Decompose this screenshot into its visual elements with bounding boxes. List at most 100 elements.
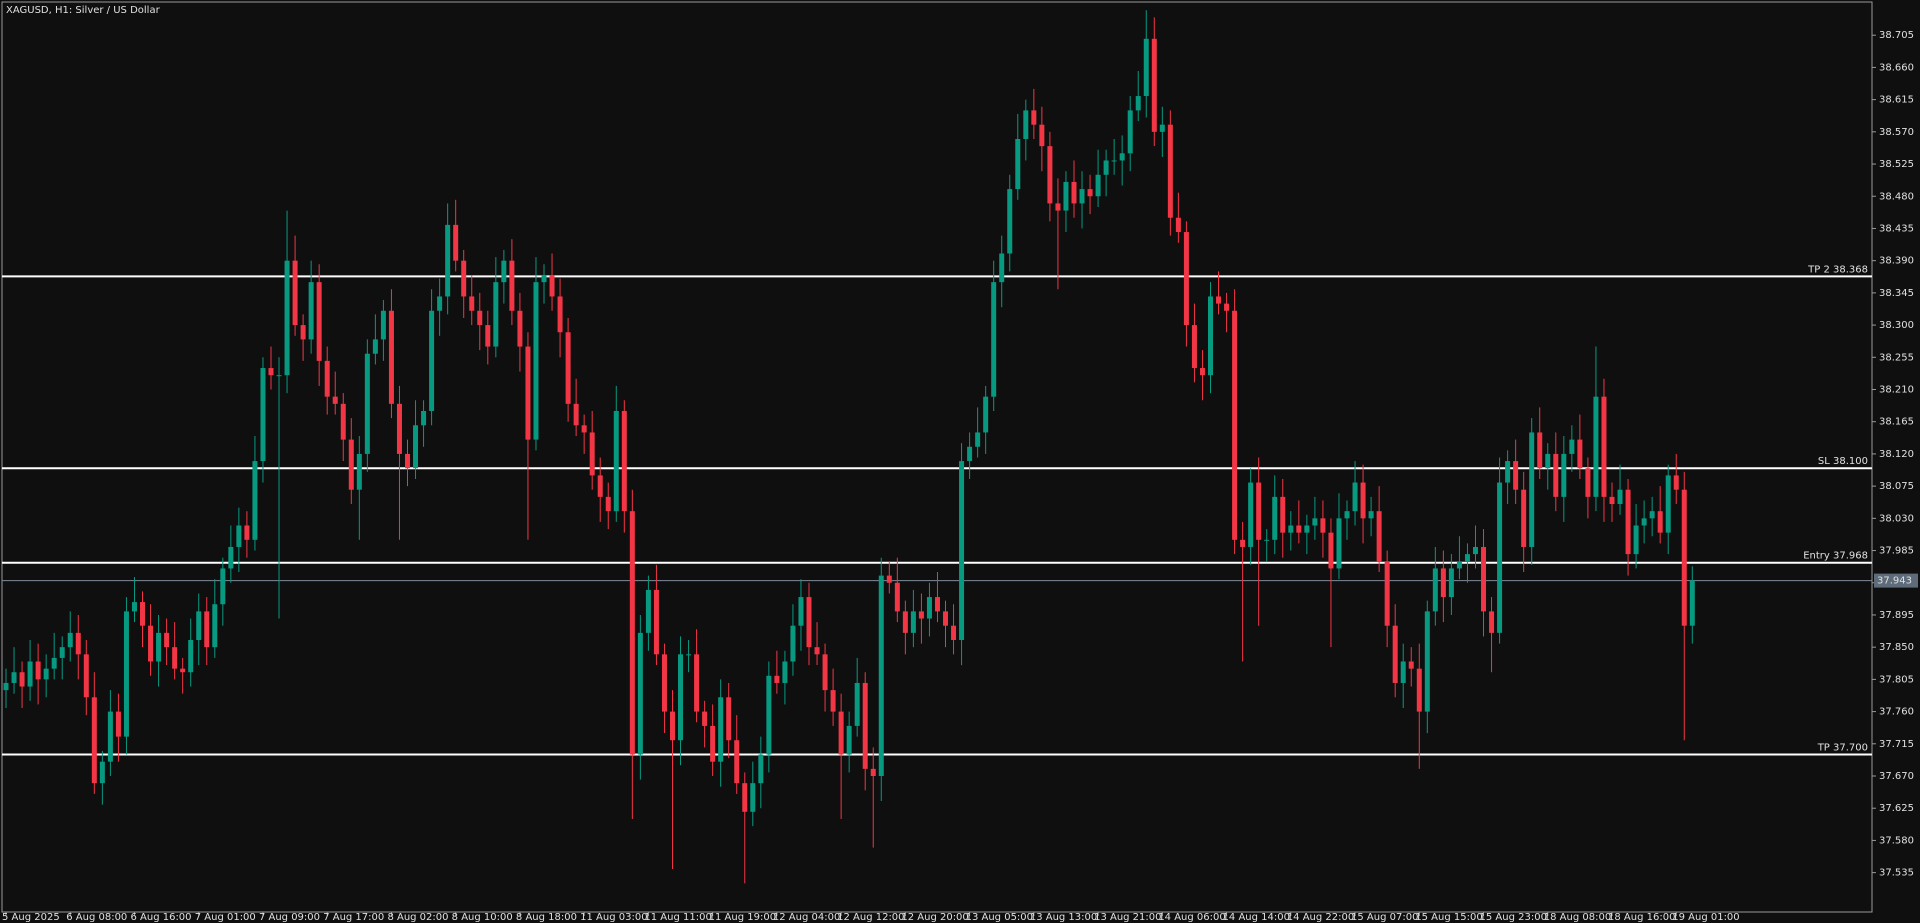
candle-body xyxy=(1448,568,1454,598)
candle-body xyxy=(999,253,1005,283)
candle-body xyxy=(332,396,338,404)
candle-body xyxy=(292,260,298,326)
candle-body xyxy=(364,353,370,454)
level-label: SL 38.100 xyxy=(1818,456,1868,467)
y-tick-label: 38.120 xyxy=(1879,449,1914,460)
x-tick-label: 13 Aug 05:00 xyxy=(966,912,1033,923)
candle-body xyxy=(1288,525,1294,533)
candle-body xyxy=(1039,124,1045,147)
candle-body xyxy=(1545,453,1551,469)
candle-body xyxy=(1296,525,1302,533)
x-tick-label: 15 Aug 23:00 xyxy=(1480,912,1547,923)
candle-body xyxy=(1007,189,1013,254)
candle-body xyxy=(573,403,579,426)
candle-body xyxy=(1055,203,1061,211)
candle-body xyxy=(870,768,876,777)
candle-body xyxy=(268,368,274,376)
candle-body xyxy=(1641,518,1647,526)
candle-body xyxy=(1320,518,1326,533)
candle-body xyxy=(694,654,700,712)
candle-body xyxy=(726,697,732,741)
candle-body xyxy=(83,654,89,698)
y-tick-label: 38.210 xyxy=(1879,385,1914,396)
candle-body xyxy=(180,668,186,673)
candle-body xyxy=(1216,296,1222,304)
candle-body xyxy=(653,589,659,655)
plot-frame xyxy=(1,1,1873,913)
candle-body xyxy=(115,711,121,737)
candle-body xyxy=(156,632,162,662)
candle-body xyxy=(758,754,764,784)
candle-body xyxy=(1256,482,1262,540)
candle-body xyxy=(814,647,820,655)
candle-body xyxy=(35,661,41,680)
candle-body xyxy=(75,632,81,655)
candle-body xyxy=(1617,489,1623,505)
candle-body xyxy=(188,640,194,673)
candle-body xyxy=(718,697,724,762)
candle-body xyxy=(1360,482,1366,519)
x-tick-label: 12 Aug 04:00 xyxy=(773,912,840,923)
candle-body xyxy=(894,582,900,612)
candle-body xyxy=(1464,554,1470,562)
candle-body xyxy=(854,682,860,726)
candle-body xyxy=(774,675,780,683)
candle-body xyxy=(396,403,402,454)
candle-body xyxy=(340,403,346,440)
candle-body xyxy=(589,432,595,476)
candle-body xyxy=(67,632,73,648)
candle-body xyxy=(509,260,515,311)
candle-body xyxy=(1312,518,1318,526)
x-tick-label: 6 Aug 16:00 xyxy=(130,912,191,923)
candle-body xyxy=(525,346,531,440)
candle-body xyxy=(806,597,812,648)
y-tick-label: 37.670 xyxy=(1879,771,1914,782)
candle-body xyxy=(1175,217,1181,233)
candle-body xyxy=(943,611,949,626)
candle-body xyxy=(1440,568,1446,598)
candle-body xyxy=(902,611,908,633)
candle-body xyxy=(1681,489,1687,626)
candle-body xyxy=(1513,461,1519,490)
y-tick-label: 38.345 xyxy=(1879,288,1914,299)
candle-body xyxy=(1199,368,1205,376)
candle-body xyxy=(1577,439,1583,469)
candle-body xyxy=(1376,511,1382,562)
candle-body xyxy=(926,597,932,619)
candle-body xyxy=(501,260,507,283)
candle-body xyxy=(1336,518,1342,569)
candle-body xyxy=(1119,153,1125,161)
candle-body xyxy=(220,568,226,605)
candle-body xyxy=(421,410,427,426)
candle-body xyxy=(27,661,33,687)
candle-body xyxy=(1384,561,1390,626)
candle-body xyxy=(356,453,362,490)
candle-body xyxy=(798,597,804,626)
candle-body xyxy=(983,396,989,433)
candle-body xyxy=(485,325,491,347)
candle-body xyxy=(1689,580,1695,626)
candle-body xyxy=(1673,475,1679,490)
candle-body xyxy=(910,611,916,633)
candle-body xyxy=(1392,625,1398,683)
candle-body xyxy=(975,432,981,447)
candle-body xyxy=(1232,310,1238,540)
candle-body xyxy=(782,661,788,683)
candle-body xyxy=(445,224,451,297)
candle-body xyxy=(734,740,740,784)
candle-body xyxy=(1280,496,1286,533)
candle-body xyxy=(1135,96,1141,111)
candle-body xyxy=(1031,110,1037,125)
candle-body xyxy=(453,224,459,261)
candle-body xyxy=(1208,296,1213,376)
level-label: Entry 37.968 xyxy=(1803,551,1868,562)
candle-body xyxy=(967,446,973,462)
candle-body xyxy=(429,310,435,411)
candle-body xyxy=(846,725,852,755)
x-tick-label: 13 Aug 21:00 xyxy=(1094,912,1161,923)
candle-body xyxy=(477,310,483,326)
x-tick-label: 7 Aug 01:00 xyxy=(195,912,256,923)
candle-body xyxy=(886,575,892,583)
candle-body xyxy=(1191,325,1197,369)
x-tick-label: 12 Aug 12:00 xyxy=(837,912,904,923)
